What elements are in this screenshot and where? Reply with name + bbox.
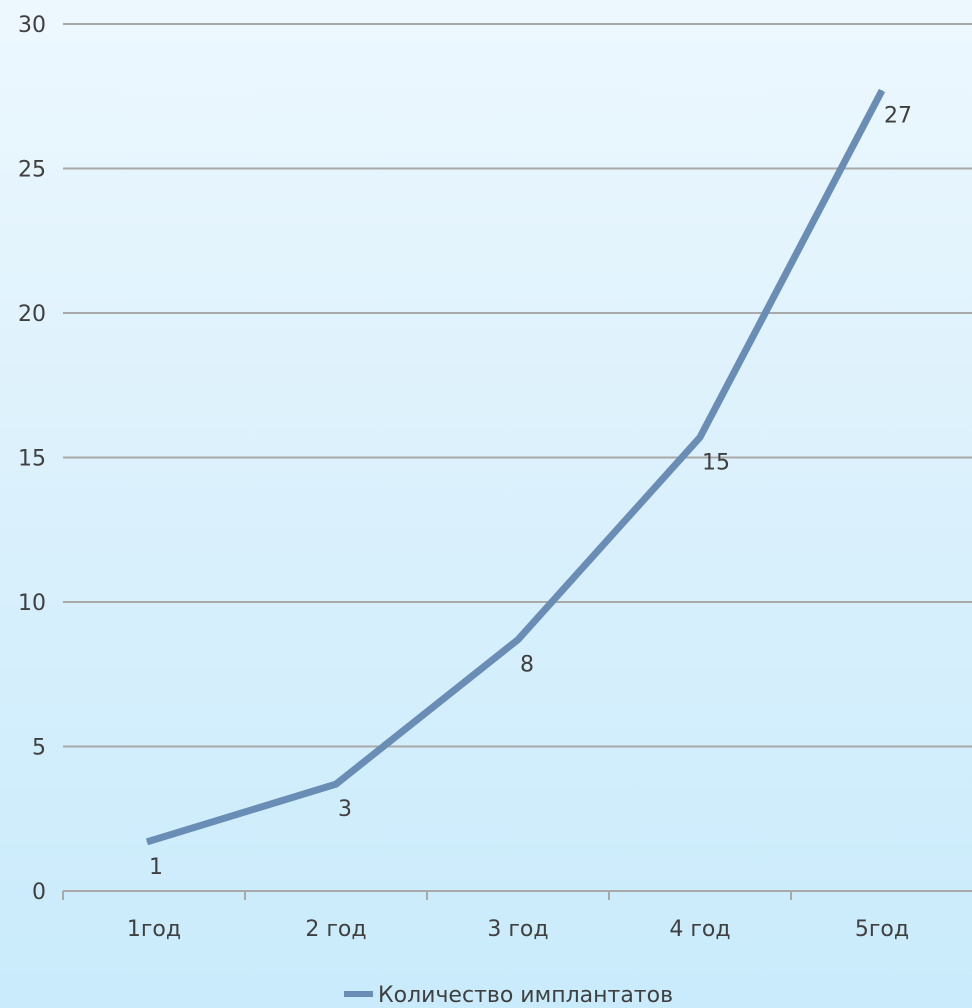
x-tick-label: 4 год — [669, 917, 730, 942]
x-axis-tick-labels: 1год 2 год 3 год 4 год 5год — [127, 917, 909, 942]
data-label: 8 — [520, 653, 534, 678]
x-axis — [62, 891, 792, 900]
legend-label: Количество имплантатов — [378, 983, 673, 1008]
data-label: 1 — [149, 855, 163, 880]
x-tick-label: 5год — [855, 917, 909, 942]
y-tick-label: 25 — [18, 158, 46, 183]
y-tick-label: 30 — [18, 13, 46, 38]
y-tick-label: 15 — [18, 447, 46, 472]
data-labels-group: 1 3 8 15 27 — [149, 103, 912, 879]
y-tick-label: 0 — [32, 880, 46, 905]
data-point — [881, 89, 883, 91]
data-point — [146, 841, 148, 843]
series-group — [145, 88, 886, 846]
y-tick-label: 5 — [32, 736, 46, 761]
y-tick-label: 20 — [18, 302, 46, 327]
x-tick-label: 3 год — [487, 917, 548, 942]
y-tick-label: 10 — [18, 591, 46, 616]
y-axis-tick-labels: 0 5 10 15 20 25 30 — [18, 13, 46, 905]
series-line — [145, 88, 886, 846]
data-label: 15 — [702, 450, 730, 475]
legend: Количество имплантатов — [344, 983, 673, 1008]
data-point — [517, 639, 519, 641]
x-tick-label: 2 год — [305, 917, 366, 942]
data-point — [699, 436, 701, 438]
data-point — [335, 783, 337, 785]
data-label: 3 — [338, 797, 352, 822]
data-label: 27 — [884, 103, 912, 128]
x-tick-label: 1год — [127, 917, 181, 942]
gridlines — [63, 23, 972, 892]
